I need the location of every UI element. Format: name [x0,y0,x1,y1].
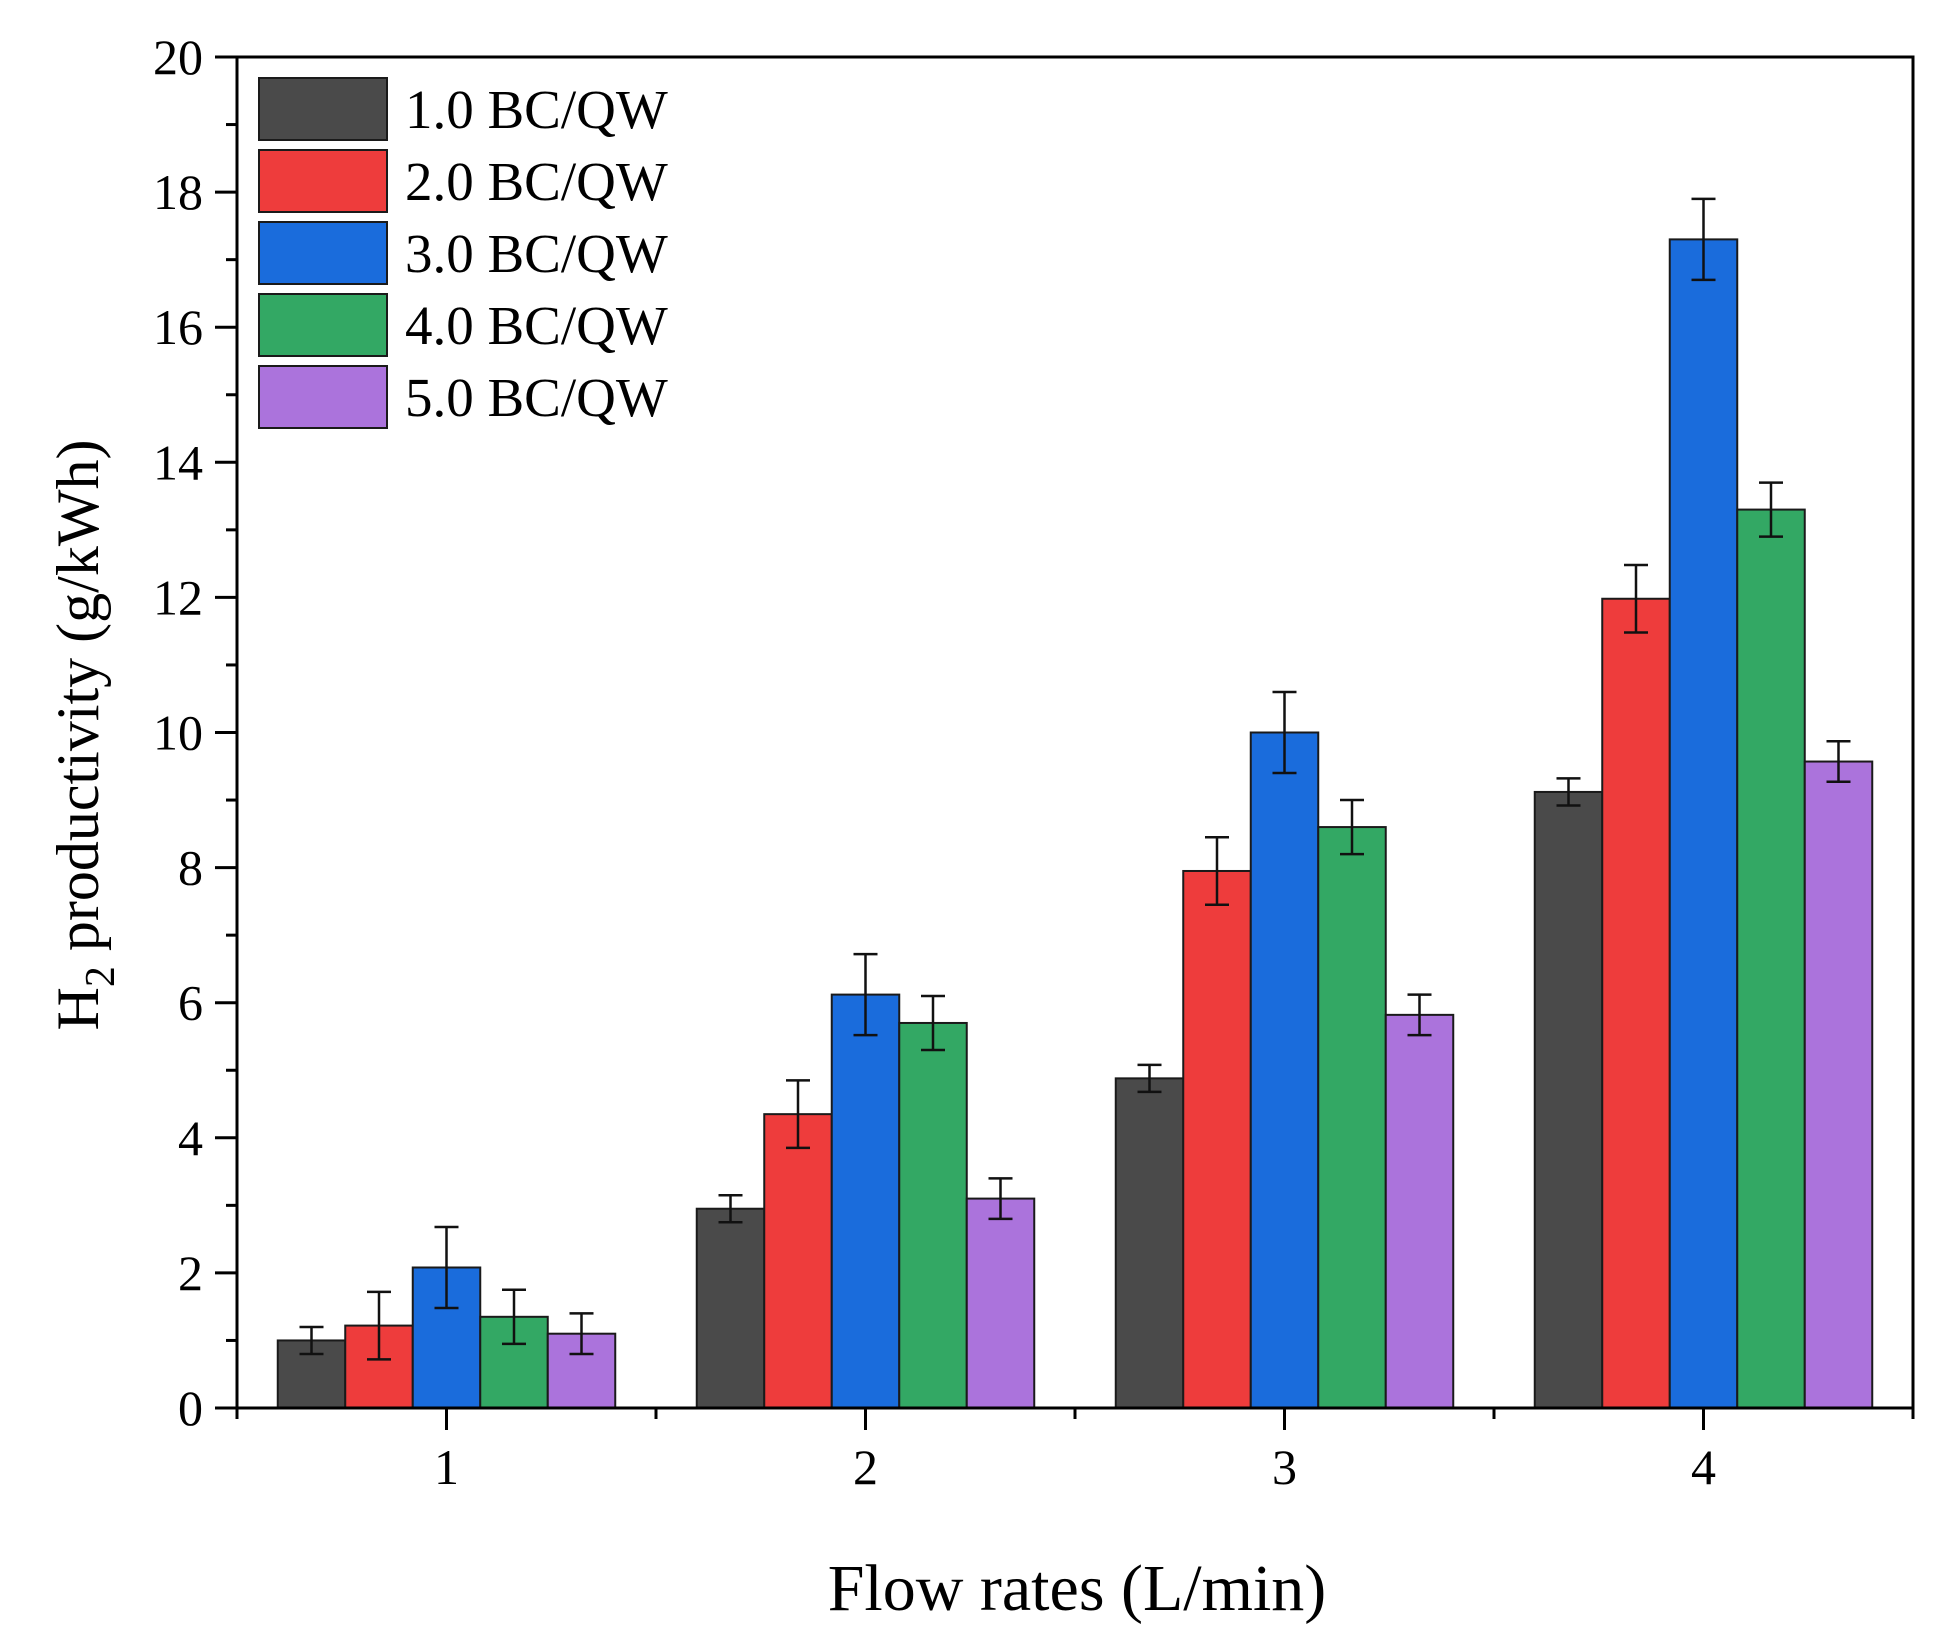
error-bar [1759,481,1783,538]
error-bar [1340,798,1364,856]
y-tick-label: 0 [178,1380,203,1436]
error-bar [786,1079,810,1150]
error-bar [921,994,945,1052]
bar-5-cat-4 [1803,760,1874,1409]
legend: 1.0 BC/QW 2.0 BC/QW 3.0 BC/QW 4.0 BC/QW 5.0 … [258,77,668,429]
legend-swatch [258,149,388,213]
legend-swatch [258,77,388,141]
error-bar [1826,740,1851,784]
bar-5-cat-3 [1384,1013,1455,1409]
error-bar [1137,1063,1162,1094]
legend-label: 4.0 BC/QW [405,295,668,356]
y-tick-label: 18 [153,164,203,220]
y-tick-label: 12 [153,569,203,625]
legend-label: 3.0 BC/QW [405,223,668,284]
error-bar [1691,197,1716,282]
y-tick-label: 8 [178,840,203,896]
legend-swatch [258,221,388,285]
x-tick-label: 4 [1691,1439,1716,1495]
error-bar [718,1193,743,1224]
bar-4-cat-3 [1317,826,1387,1409]
x-tick-label: 1 [434,1439,459,1495]
y-tick-label: 6 [178,975,203,1031]
bar-1-cat-4 [1533,790,1604,1409]
bar-1-cat-3 [1114,1077,1185,1409]
y-tick-label: 16 [153,299,203,355]
bar-3-cat-2 [830,993,901,1409]
error-bar [1205,835,1229,907]
error-bar [988,1177,1013,1221]
x-tick-label: 2 [853,1439,878,1495]
plot-area [276,197,1874,1410]
bar-2-cat-4 [1601,597,1671,1409]
legend-label: 2.0 BC/QW [405,151,668,212]
bar-2-cat-3 [1182,869,1252,1409]
error-bar [434,1225,459,1310]
legend-label: 5.0 BC/QW [405,367,668,428]
error-bar [569,1312,594,1356]
bar-4-cat-4 [1736,508,1806,1409]
y-axis-label-main: H [45,987,111,1030]
error-bar [1272,690,1297,775]
bar-5-cat-2 [965,1197,1036,1409]
error-bar [502,1288,526,1346]
x-tick-label: 3 [1272,1439,1297,1495]
y-tick-label: 14 [153,434,203,490]
y-axis-label: H2 productivity (g/kWh) [45,440,124,1031]
bar-1-cat-2 [695,1207,766,1410]
error-bar [299,1325,324,1356]
y-tick-label: 4 [178,1110,203,1166]
bar-2-cat-2 [763,1113,833,1409]
legend-swatch [258,365,388,429]
bar-4-cat-2 [898,1021,968,1410]
legend-label: 1.0 BC/QW [405,79,668,140]
y-tick-label: 10 [153,705,203,761]
error-bar [367,1290,391,1361]
error-bar [1624,563,1648,634]
error-bar [853,952,878,1037]
x-axis-label: Flow rates (L/min) [828,1552,1327,1625]
y-axis-label-rest: productivity (g/kWh) [45,440,111,967]
bar-3-cat-3 [1249,731,1320,1409]
error-bar [1407,993,1432,1037]
error-bar [1556,777,1581,807]
y-tick-label: 20 [153,29,203,85]
legend-swatch [258,293,388,357]
bar-3-cat-4 [1668,238,1739,1409]
y-tick-label: 2 [178,1245,203,1301]
y-axis-label-subscript: 2 [78,966,124,987]
